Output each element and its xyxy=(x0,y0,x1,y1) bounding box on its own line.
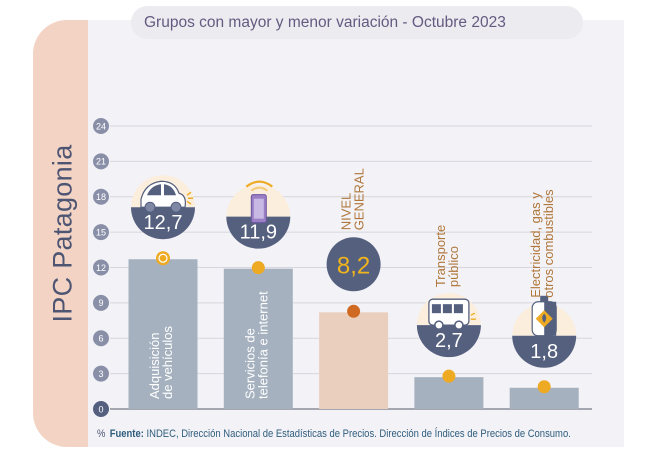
y-tick-label: 0 xyxy=(98,404,103,414)
bus-wheel xyxy=(434,320,444,330)
flame xyxy=(542,313,547,323)
category-label-line: otros combustibles xyxy=(541,189,556,298)
category-label-line: Servicios de xyxy=(242,328,257,399)
bar-marker xyxy=(251,261,265,275)
bus-window xyxy=(431,304,441,314)
y-tick-badge xyxy=(93,401,109,417)
y-tick-badge xyxy=(93,294,109,311)
y-tick-label: 3 xyxy=(98,369,103,379)
bus-window xyxy=(442,304,452,314)
value-label: 2,7 xyxy=(435,330,463,352)
category-label: Servicios detelefonía e internet xyxy=(242,291,270,399)
value-label: 8,2 xyxy=(337,252,370,279)
value-badge: 11,9 xyxy=(226,180,291,249)
category-label-line: Adquisición xyxy=(147,333,162,400)
source-label: Fuente: xyxy=(109,428,144,440)
y-tick-badge xyxy=(93,188,109,205)
y-tick-badge xyxy=(93,118,109,134)
wifi-arc xyxy=(250,186,268,192)
bar-marker xyxy=(537,380,551,394)
source-note: % Fuente: INDEC, Dirección Nacional de Es… xyxy=(97,428,571,440)
value-badge: 1,8 xyxy=(512,295,577,368)
chart-title: Grupos con mayor y menor variación - Oct… xyxy=(131,6,583,39)
y-tick-badge xyxy=(93,259,109,276)
y-tick-label: 18 xyxy=(96,192,106,202)
y-tick-label: 15 xyxy=(96,227,106,237)
y-tick-label: 9 xyxy=(98,298,103,308)
car-light xyxy=(186,191,193,205)
y-tick-label: 21 xyxy=(96,157,106,167)
wifi-arc xyxy=(245,180,273,188)
value-badge-bottom xyxy=(416,325,481,358)
bus-window xyxy=(453,304,463,314)
y-tick-label: 6 xyxy=(98,334,103,344)
category-label: Adquisiciónde vehículos xyxy=(147,326,175,399)
gas-cylinder-icon xyxy=(531,295,557,337)
bus-light xyxy=(470,312,476,320)
y-tick-label: 12 xyxy=(96,263,106,273)
source-text: INDEC, Dirección Nacional de Estadística… xyxy=(146,428,571,440)
bar xyxy=(223,268,293,409)
category-label-line: telefonía e internet xyxy=(255,291,270,399)
bar xyxy=(319,312,389,409)
bar-marker-ring xyxy=(158,253,168,263)
category-label-line: NIVEL xyxy=(339,193,354,231)
value-label: 1,8 xyxy=(530,341,558,363)
value-label: 11,9 xyxy=(240,222,277,244)
phone-screen xyxy=(253,198,264,219)
unit-symbol: % xyxy=(97,428,106,440)
category-label: Transportepúblico xyxy=(433,225,461,287)
value-badge: 12,7 xyxy=(131,175,195,240)
category-label: Electricidad, gas yotros combustibles xyxy=(528,189,556,298)
value-badge: 2,7 xyxy=(416,293,481,358)
value-badge-bottom xyxy=(512,335,577,368)
value-badge-bottom xyxy=(226,216,291,249)
category-label: NIVELGENERAL xyxy=(339,168,367,230)
value-badge-bottom xyxy=(131,207,195,240)
category-label-line: Transporte xyxy=(433,225,448,287)
smartphone-wifi-icon xyxy=(245,180,273,224)
bar-marker xyxy=(442,369,456,383)
y-tick-badge xyxy=(93,153,109,170)
cylinder-valve xyxy=(540,295,549,302)
value-badge-circle xyxy=(326,237,381,292)
category-label-line: público xyxy=(446,246,461,287)
category-label-line: de vehículos xyxy=(160,326,175,399)
car-icon xyxy=(140,180,193,213)
bus-wheel xyxy=(454,320,464,330)
car-wheel xyxy=(170,201,182,213)
car-window xyxy=(164,184,176,196)
y-tick-label: 24 xyxy=(96,121,106,131)
bar xyxy=(509,387,579,409)
bar-marker xyxy=(156,251,170,266)
car-body xyxy=(140,180,186,208)
bus-icon xyxy=(428,298,476,330)
car-wheel xyxy=(144,201,156,213)
y-tick-badge xyxy=(93,330,109,347)
value-badge: 8,2 xyxy=(326,237,381,292)
value-label: 12,7 xyxy=(144,212,183,234)
y-tick-badge xyxy=(93,224,109,241)
bar xyxy=(128,259,198,409)
bar-marker xyxy=(347,304,361,318)
category-label-line: GENERAL xyxy=(352,168,367,230)
y-tick-badge xyxy=(93,365,109,382)
category-label-line: Electricidad, gas y xyxy=(528,192,543,298)
car-window xyxy=(147,184,161,196)
